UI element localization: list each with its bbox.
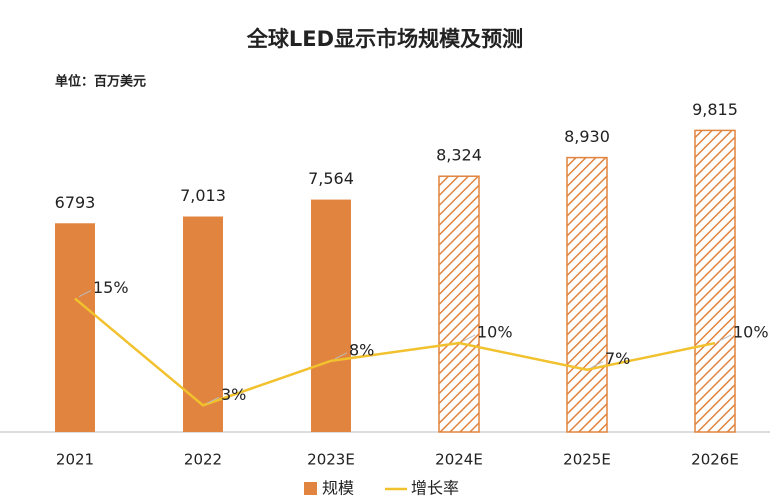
leader-line <box>334 352 348 360</box>
unit-label: 单位：百万美元 <box>55 74 146 90</box>
bar-value-label: 6793 <box>55 193 96 212</box>
leader-line <box>718 334 732 342</box>
leader-line <box>78 290 92 298</box>
bar <box>311 199 351 432</box>
bar-value-label: 7,564 <box>308 169 354 188</box>
x-tick-label: 2022 <box>184 451 222 469</box>
x-tick-label: 2026E <box>691 451 739 469</box>
leader-line <box>206 396 220 404</box>
legend-swatch <box>304 482 317 495</box>
bar <box>438 175 480 433</box>
x-tick-label: 2025E <box>563 451 611 469</box>
line-value-label: 10% <box>733 323 769 342</box>
line-value-label: 15% <box>93 278 129 297</box>
legend-label: 规模 <box>322 479 354 498</box>
growth-line <box>74 297 716 407</box>
x-tick-label: 2023E <box>307 451 355 469</box>
line-value-label: 7% <box>605 349 630 368</box>
legend-label: 增长率 <box>411 479 459 498</box>
line-value-label: 8% <box>349 340 374 359</box>
line-value-label: 10% <box>477 323 513 342</box>
bar <box>183 216 223 432</box>
bar-value-label: 8,324 <box>436 146 482 165</box>
leader-line <box>590 361 604 369</box>
bar <box>566 156 608 433</box>
bar <box>55 223 95 432</box>
bar-value-label: 9,815 <box>692 100 738 119</box>
bar-value-label: 8,930 <box>564 127 610 146</box>
x-tick-label: 2024E <box>435 451 483 469</box>
bar <box>694 129 736 433</box>
bar-value-label: 7,013 <box>180 186 226 205</box>
x-tick-label: 2021 <box>56 451 94 469</box>
chart-title: 全球LED显示市场规模及预测 <box>246 27 523 51</box>
line-value-label: 3% <box>221 385 246 404</box>
leader-line <box>462 334 476 342</box>
